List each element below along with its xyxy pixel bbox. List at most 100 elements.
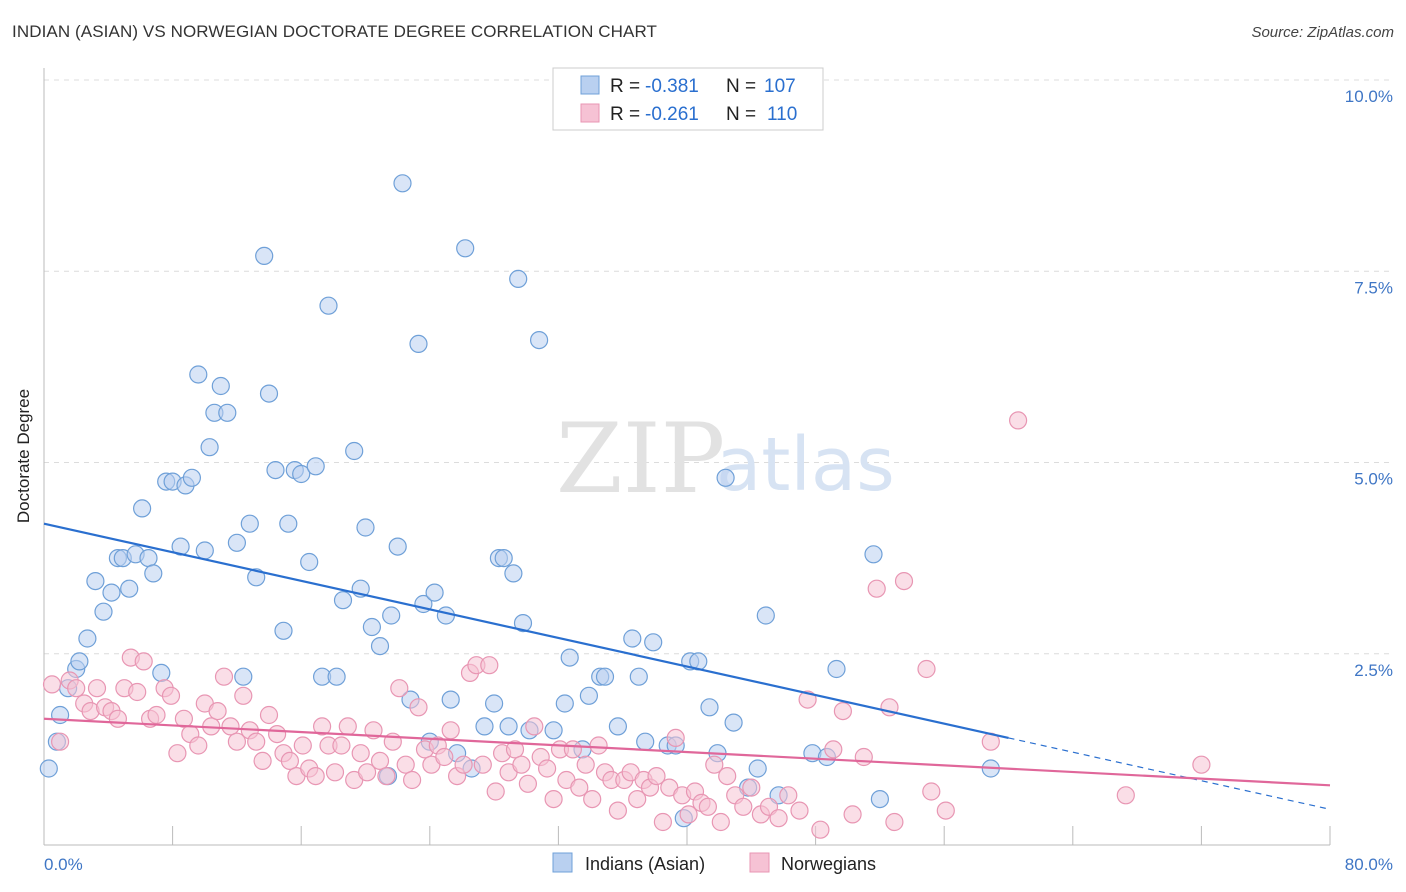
indian-point-92 xyxy=(700,698,719,717)
norwegian-point-19 xyxy=(174,709,193,728)
norwegian-point-32 xyxy=(259,705,279,725)
norwegian-point-81 xyxy=(576,755,595,774)
norwegian-point-24 xyxy=(208,701,227,721)
indian-point-17 xyxy=(152,663,171,683)
norwegian-point-79 xyxy=(563,740,583,759)
indian-point-65 xyxy=(475,717,494,736)
indian-point-82 xyxy=(608,717,628,736)
norwegian-point-55 xyxy=(409,698,428,717)
norwegian-point-3 xyxy=(67,679,86,698)
norwegian-point-60 xyxy=(441,721,460,740)
indian-point-86 xyxy=(644,633,663,652)
norwegian-point-110 xyxy=(779,786,798,805)
indian-point-43 xyxy=(319,296,338,315)
indian-point-27 xyxy=(211,376,230,396)
norwegian-point-121 xyxy=(894,571,914,591)
norwegian-point-120 xyxy=(885,812,904,832)
indian-point-56 xyxy=(409,334,428,353)
norwegian-point-50 xyxy=(377,766,396,786)
indian-point-39 xyxy=(292,464,311,484)
indian-point-6 xyxy=(78,629,97,648)
indian-point-12 xyxy=(120,579,139,598)
norwegian-point-70 xyxy=(505,740,525,759)
y-tick-label-3: 10.0% xyxy=(1345,87,1393,106)
norwegian-point-93 xyxy=(653,812,673,832)
norwegian-point-53 xyxy=(396,755,415,774)
norwegian-point-25 xyxy=(214,667,234,686)
indian-point-97 xyxy=(748,759,767,778)
y-axis-label: Doctorate Degree xyxy=(14,388,33,524)
x-tick-max: 80.0% xyxy=(1345,855,1393,874)
indian-point-71 xyxy=(509,269,528,288)
norwegian-point-71 xyxy=(512,755,531,774)
indian-point-52 xyxy=(382,606,401,625)
norwegian-point-103 xyxy=(718,766,737,786)
bottom-swatch-norwegians xyxy=(749,852,770,873)
norwegian-point-82 xyxy=(583,789,602,809)
indian-point-63 xyxy=(456,239,475,258)
indian-point-61 xyxy=(441,690,460,709)
indian-point-98 xyxy=(756,606,775,625)
norwegian-point-12 xyxy=(128,682,147,702)
norwegian-point-47 xyxy=(358,763,377,782)
indian-point-14 xyxy=(133,499,152,518)
indian-point-36 xyxy=(274,621,293,640)
grid-lines xyxy=(44,79,1392,655)
norwegian-point-59 xyxy=(435,747,454,767)
norwegian-point-122 xyxy=(917,659,936,679)
indian-point-74 xyxy=(529,331,549,350)
indian-point-37 xyxy=(279,514,298,533)
indian-point-103 xyxy=(864,545,883,564)
norwegian-point-100 xyxy=(698,797,718,816)
norwegian-point-13 xyxy=(134,652,153,671)
indian-point-48 xyxy=(356,518,375,537)
series-legend: Indians (Asian) Norwegians xyxy=(552,852,876,874)
norwegian-point-66 xyxy=(480,656,499,675)
indian-point-44 xyxy=(327,667,346,686)
norwegian-point-111 xyxy=(790,801,809,820)
norwegian-point-83 xyxy=(589,736,608,755)
norwegian-point-95 xyxy=(666,728,685,748)
bottom-swatch-indians xyxy=(552,852,573,873)
indian-point-41 xyxy=(306,457,325,476)
norwegian-point-27 xyxy=(227,732,246,751)
norwegian-point-1 xyxy=(50,732,70,751)
norwegian-point-18 xyxy=(168,744,187,763)
indian-point-23 xyxy=(189,365,208,384)
indian-point-45 xyxy=(333,591,353,610)
norwegian-point-86 xyxy=(608,801,628,820)
watermark: ZIP atlas xyxy=(556,403,895,515)
norwegian-point-35 xyxy=(280,751,299,771)
norwegian-point-102 xyxy=(711,812,730,832)
norwegian-point-15 xyxy=(147,705,166,725)
legend-r-value-2: -0.261 xyxy=(645,104,699,125)
norwegian-point-0 xyxy=(42,675,62,694)
norwegian-point-40 xyxy=(313,717,332,736)
indian-point-0 xyxy=(39,759,58,778)
norwegian-point-21 xyxy=(189,736,208,755)
norwegian-point-33 xyxy=(268,724,287,744)
watermark-zip: ZIP xyxy=(556,403,725,515)
norwegian-point-72 xyxy=(518,774,538,793)
legend-r-label-1: R = xyxy=(610,76,640,97)
norwegian-point-44 xyxy=(338,717,357,736)
legend-swatch-indians xyxy=(580,75,600,95)
norwegian-point-115 xyxy=(833,701,853,721)
norwegian-trend-line xyxy=(43,717,1331,787)
indian-point-79 xyxy=(579,686,599,705)
bottom-label-indians: Indians (Asian) xyxy=(585,854,705,874)
norwegian-point-89 xyxy=(628,789,647,809)
indian-point-104 xyxy=(870,789,890,809)
norwegian-point-114 xyxy=(824,740,843,759)
norwegian-point-75 xyxy=(537,759,557,778)
indian-point-30 xyxy=(234,667,253,686)
indian-point-46 xyxy=(345,441,364,461)
legend-r-value-1: -0.381 xyxy=(645,76,699,97)
y-tick-label-2: 7.5% xyxy=(1354,278,1393,297)
y-tick-labels: 2.5% 5.0% 7.5% 10.0% xyxy=(1345,87,1393,680)
legend-swatch-norwegians xyxy=(580,103,600,123)
norwegian-point-6 xyxy=(87,679,107,698)
y-tick-label-1: 5.0% xyxy=(1354,470,1393,489)
indian-point-76 xyxy=(555,694,574,713)
